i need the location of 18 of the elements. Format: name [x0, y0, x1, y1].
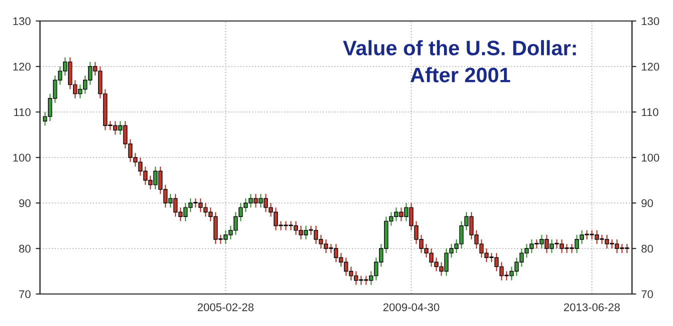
y2-tick-label: 110 [642, 108, 658, 116]
y-tick-label: 120 [13, 62, 31, 71]
x-tick-label: 2009-04-30 [383, 303, 440, 312]
y-tick-label: 70 [19, 290, 31, 298]
y2-tick-label: 100 [642, 154, 660, 162]
y-tick-label: 100 [13, 154, 31, 162]
y2-tick-label: 120 [642, 62, 660, 71]
y2-tick-label: 130 [642, 17, 660, 26]
y-tick-label: 80 [19, 244, 31, 253]
y2-tick-label: 90 [642, 199, 653, 208]
x-tick-label: 2013-06-28 [564, 303, 620, 312]
y-tick-label: 130 [13, 17, 31, 26]
y-tick-label: 90 [19, 199, 31, 208]
y2-tick-label: 80 [642, 244, 653, 253]
x-tick-label: 2005-02-28 [198, 303, 254, 312]
y2-tick-label: 70 [642, 290, 653, 298]
y-tick-label: 110 [14, 108, 31, 116]
text: Value of the U.S. Dollar: After 2001 [342, 40, 576, 82]
